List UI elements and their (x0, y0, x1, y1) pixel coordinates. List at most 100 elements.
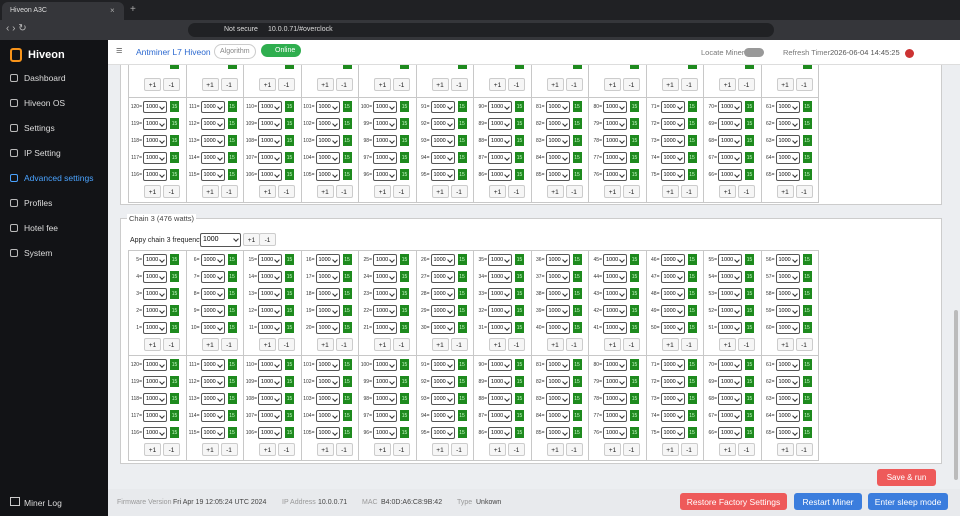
inc-button[interactable]: +1 (604, 185, 621, 198)
freq-select[interactable]: 1000 (545, 410, 570, 422)
dec-button[interactable]: -1 (565, 338, 583, 351)
freq-select[interactable]: 1000 (718, 359, 742, 371)
freq-select[interactable]: 1000 (718, 152, 742, 164)
dec-button[interactable]: -1 (508, 185, 525, 198)
freq-select[interactable]: 1000 (373, 305, 397, 317)
freq-select[interactable]: 1000 (200, 271, 225, 283)
tab-close[interactable]: × (110, 6, 115, 15)
miner-log[interactable]: Miner Log (24, 498, 62, 508)
freq-select[interactable]: 1000 (258, 376, 282, 388)
dec-button[interactable]: -1 (278, 443, 295, 456)
dec-button[interactable]: -1 (450, 185, 468, 198)
inc-button[interactable]: +1 (144, 338, 161, 351)
freq-select[interactable]: 1000 (775, 427, 800, 439)
freq-select[interactable]: 1000 (143, 427, 167, 439)
freq-select[interactable]: 1000 (488, 169, 512, 181)
dec-button[interactable]: -1 (163, 338, 180, 351)
dec-button[interactable]: -1 (738, 338, 755, 351)
dec-button[interactable]: -1 (450, 78, 468, 91)
freq-select[interactable]: 1000 (315, 322, 340, 334)
dec-button[interactable]: -1 (335, 338, 353, 351)
freq-select[interactable]: 1000 (488, 305, 512, 317)
freq-select[interactable]: 1000 (488, 288, 512, 300)
dec-button[interactable]: -1 (508, 338, 525, 351)
dec-button[interactable]: -1 (278, 185, 295, 198)
inc-button[interactable]: +1 (776, 185, 794, 198)
freq-select[interactable]: 1000 (373, 169, 397, 181)
dec-button[interactable]: -1 (335, 443, 353, 456)
inc-button[interactable]: +1 (719, 185, 736, 198)
dec-button[interactable]: -1 (565, 443, 583, 456)
inc-button[interactable]: +1 (661, 443, 679, 456)
freq-select[interactable]: 1000 (775, 271, 800, 283)
freq-select[interactable]: 1000 (200, 305, 225, 317)
freq-select[interactable]: 1000 (430, 288, 455, 300)
freq-select[interactable]: 1000 (258, 101, 282, 113)
freq-select[interactable]: 1000 (430, 305, 455, 317)
freq-select[interactable]: 1000 (545, 376, 570, 388)
freq-select[interactable]: 1000 (545, 322, 570, 334)
dec-button[interactable]: -1 (393, 78, 410, 91)
menu-item[interactable]: Advanced settings (24, 173, 94, 183)
freq-select[interactable]: 1000 (373, 101, 397, 113)
freq-select[interactable]: 1000 (143, 376, 167, 388)
freq-select[interactable]: 1000 (258, 254, 282, 266)
inc-button[interactable]: +1 (431, 78, 449, 91)
freq-select[interactable]: 1000 (545, 288, 570, 300)
freq-select[interactable]: 1000 (258, 427, 282, 439)
freq-select[interactable]: 1000 (430, 427, 455, 439)
freq-select[interactable]: 1000 (315, 254, 340, 266)
freq-select[interactable]: 1000 (258, 118, 282, 130)
new-tab[interactable]: + (130, 4, 136, 15)
freq-select[interactable]: 1000 (373, 152, 397, 164)
freq-select[interactable]: 1000 (430, 152, 455, 164)
inc-button[interactable]: +1 (259, 338, 276, 351)
freq-select[interactable]: 1000 (315, 101, 340, 113)
freq-select[interactable]: 1000 (373, 288, 397, 300)
freq-select[interactable]: 1000 (660, 359, 685, 371)
freq-select[interactable]: 1000 (315, 359, 340, 371)
freq-select[interactable]: 1000 (430, 322, 455, 334)
freq-select[interactable]: 1000 (430, 254, 455, 266)
inc-button[interactable]: +1 (144, 443, 161, 456)
inc-button[interactable]: +1 (546, 78, 564, 91)
freq-select[interactable]: 1000 (315, 169, 340, 181)
freq-select[interactable]: 1000 (143, 254, 167, 266)
freq-select[interactable]: 1000 (373, 393, 397, 405)
dec-button[interactable]: -1 (450, 338, 468, 351)
freq-select[interactable]: 1000 (775, 118, 800, 130)
freq-select[interactable]: 1000 (200, 410, 225, 422)
menu-item[interactable]: System (24, 248, 53, 258)
freq-select[interactable]: 1000 (603, 359, 627, 371)
freq-select[interactable]: 1000 (545, 359, 570, 371)
inc-button[interactable]: +1 (489, 78, 506, 91)
freq-select[interactable]: 1000 (258, 271, 282, 283)
freq-select[interactable]: 1000 (143, 169, 167, 181)
inc-button[interactable]: +1 (661, 338, 679, 351)
freq-select[interactable]: 1000 (430, 271, 455, 283)
restart-button[interactable]: Restart Miner (794, 493, 862, 510)
dec-button[interactable]: -1 (623, 338, 640, 351)
inc-button[interactable]: +1 (489, 185, 506, 198)
freq-select[interactable]: 1000 (373, 427, 397, 439)
freq-select[interactable]: 1000 (143, 305, 167, 317)
freq-select[interactable]: 1000 (200, 288, 225, 300)
dec-button[interactable]: -1 (335, 78, 353, 91)
freq-select[interactable]: 1000 (315, 135, 340, 147)
dec-button[interactable]: -1 (508, 78, 525, 91)
inc-button[interactable]: +1 (144, 78, 161, 91)
freq-select[interactable]: 1000 (143, 410, 167, 422)
freq-select[interactable]: 1000 (315, 305, 340, 317)
dec-button[interactable]: -1 (220, 185, 238, 198)
inc-button[interactable]: +1 (719, 338, 736, 351)
freq-select[interactable]: 1000 (200, 254, 225, 266)
nav-buttons[interactable]: ‹ › ↻ (6, 23, 27, 34)
freq-select[interactable]: 1000 (200, 359, 225, 371)
freq-select[interactable]: 1000 (430, 410, 455, 422)
flag[interactable] (905, 49, 914, 58)
freq-select[interactable]: 1000 (258, 359, 282, 371)
freq-select[interactable]: 1000 (603, 118, 627, 130)
freq-select[interactable]: 1000 (603, 254, 627, 266)
freq-select[interactable]: 1000 (430, 101, 455, 113)
inc-button[interactable]: +1 (316, 78, 334, 91)
